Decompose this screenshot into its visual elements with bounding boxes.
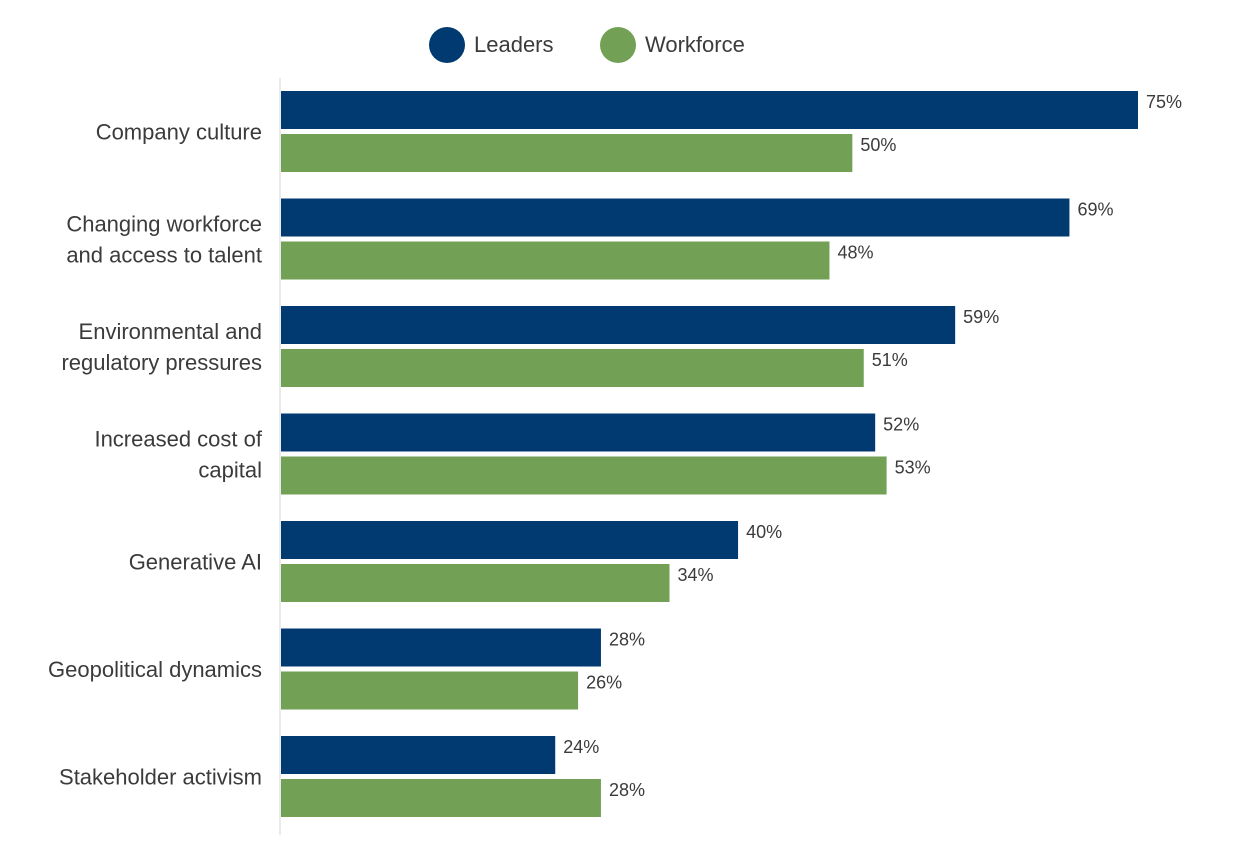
value-label-workforce: 26% [586,673,622,693]
value-label-workforce: 48% [837,243,873,263]
value-label-leaders: 24% [563,737,599,757]
category-label: Environmental and [79,319,262,344]
legend-label-workforce: Workforce [645,32,745,57]
category-label: Company culture [96,120,262,145]
bar-leaders [281,198,1070,237]
value-label-workforce: 53% [895,458,931,478]
labels-group: Company culture 75% 50% Changing workforce a… [48,92,1182,800]
bar-workforce [281,456,887,495]
legend-label-leaders: Leaders [474,32,554,57]
value-label-leaders: 69% [1077,200,1113,220]
category-label: regulatory pressures [61,350,262,375]
bar-workforce [281,671,579,710]
value-label-leaders: 40% [746,522,782,542]
bar-leaders [281,736,556,774]
bars-group [281,91,1138,817]
category-label: Stakeholder activism [59,765,262,790]
legend: Leaders Workforce [429,27,745,63]
bar-workforce [281,779,601,817]
category-label: Increased cost of [94,427,262,452]
legend-swatch-workforce [600,27,636,63]
value-label-workforce: 50% [860,135,896,155]
value-label-workforce: 28% [609,780,645,800]
category-label: Changing workforce [66,212,262,237]
value-label-leaders: 75% [1146,92,1182,112]
value-label-workforce: 51% [872,350,908,370]
bar-workforce [281,564,670,602]
bar-leaders [281,91,1138,129]
value-label-workforce: 34% [678,565,714,585]
value-label-leaders: 52% [883,415,919,435]
value-label-leaders: 28% [609,630,645,650]
legend-swatch-leaders [429,27,465,63]
category-label: Generative AI [129,550,262,575]
value-label-leaders: 59% [963,307,999,327]
bar-leaders [281,521,739,559]
bar-leaders [281,628,601,667]
bar-workforce [281,134,853,172]
bar-leaders [281,306,956,344]
bar-workforce [281,241,830,280]
category-label: capital [198,458,262,483]
category-label: and access to talent [66,243,262,268]
bar-leaders [281,413,876,452]
bar-workforce [281,349,864,387]
category-label: Geopolitical dynamics [48,657,262,682]
